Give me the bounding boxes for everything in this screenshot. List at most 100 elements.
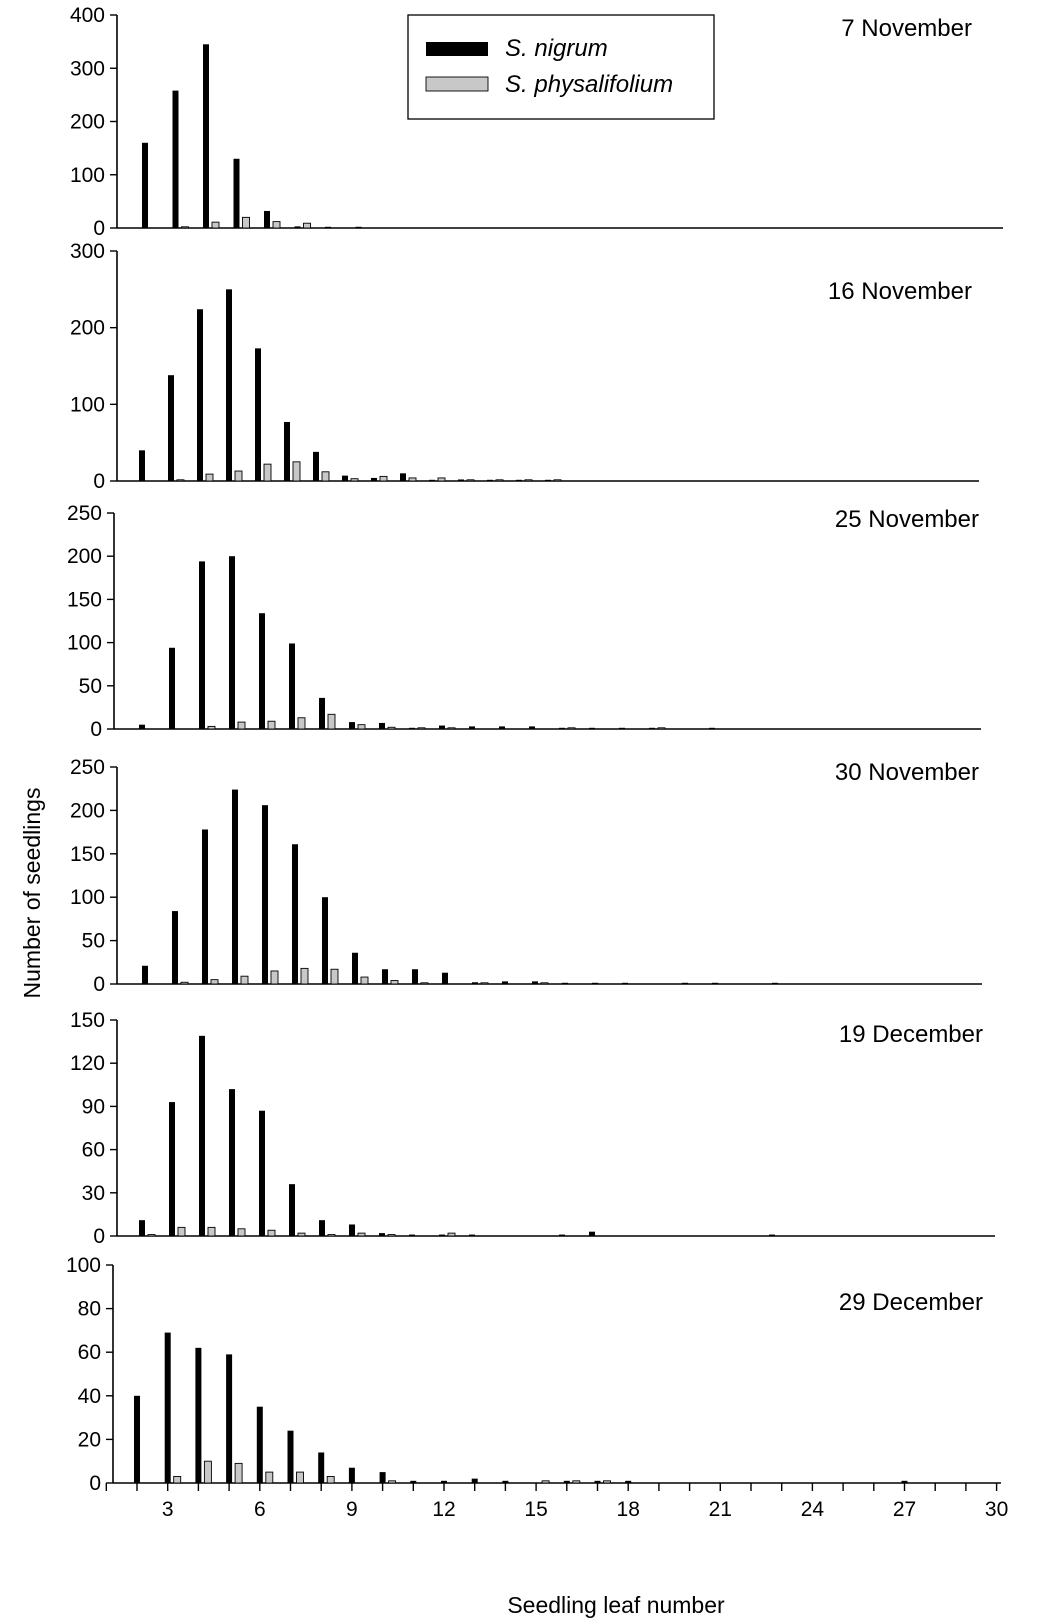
bar-s-physalifolium [327, 713, 336, 730]
bar-s-nigrum [139, 724, 145, 729]
y-tick-label: 300 [70, 57, 105, 80]
x-axis-title: Seedling leaf number [507, 1592, 725, 1618]
bar-s-physalifolium [541, 1480, 550, 1484]
bar-s-nigrum [516, 479, 522, 481]
panel-2: 0 100 200 300 16 November [70, 240, 979, 493]
bar-s-physalifolium [176, 479, 185, 482]
bar-s-nigrum [371, 477, 377, 481]
bar-s-nigrum [592, 982, 598, 984]
y-tick-label: 40 [78, 1385, 101, 1408]
bar-s-nigrum [487, 479, 493, 481]
bar-s-nigrum [532, 981, 538, 984]
bar-s-physalifolium [242, 216, 250, 229]
bar-s-physalifolium [495, 479, 504, 482]
legend-box [407, 14, 715, 120]
bar-s-physalifolium [147, 1234, 156, 1237]
x-tick-label: 6 [254, 1498, 266, 1521]
panel-date-label: 19 December [839, 1021, 983, 1048]
bar-s-nigrum [349, 722, 355, 729]
bar-s-physalifolium [240, 975, 249, 985]
bar-s-physalifolium [234, 470, 243, 482]
bar-s-physalifolium [447, 727, 456, 730]
bar-s-nigrum [502, 981, 508, 984]
bar-s-physalifolium [297, 1232, 306, 1237]
panel-5: 0 30 60 90 120 150 19 December [70, 1009, 995, 1248]
bar-s-nigrum [379, 1233, 385, 1236]
y-tick-label: 100 [66, 1254, 101, 1277]
y-tick-label: 0 [93, 217, 105, 240]
y-tick-label: 60 [78, 1341, 101, 1364]
bar-s-nigrum [325, 226, 331, 228]
bar-s-nigrum [264, 210, 270, 228]
bar-s-physalifolium [390, 980, 399, 985]
bar-s-nigrum [471, 1478, 478, 1483]
bar-s-nigrum [589, 727, 595, 729]
bar-s-nigrum [352, 952, 358, 984]
bar-s-nigrum [682, 982, 688, 984]
bar-s-nigrum [400, 473, 406, 481]
bar-s-nigrum [255, 348, 261, 481]
bar-s-physalifolium [387, 726, 396, 730]
bar-s-physalifolium [420, 982, 429, 985]
panel-date-label: 25 November [835, 506, 979, 533]
bar-s-nigrum [226, 1354, 233, 1483]
bar-s-nigrum [472, 982, 478, 984]
bar-s-physalifolium [330, 968, 339, 985]
bar-s-nigrum [409, 1234, 415, 1236]
bar-s-nigrum [619, 727, 625, 729]
bar-s-nigrum [289, 1184, 295, 1236]
y-tick-label: 0 [90, 718, 102, 741]
bar-s-nigrum [594, 1480, 601, 1483]
bar-s-nigrum [319, 697, 325, 729]
bar-s-physalifolium [203, 1460, 212, 1484]
bar-s-physalifolium [408, 477, 417, 482]
bar-s-nigrum [134, 1395, 140, 1483]
bar-s-physalifolium [480, 982, 489, 985]
bar-s-physalifolium [387, 1234, 396, 1237]
y-tick-label: 100 [70, 886, 105, 909]
bar-s-nigrum [709, 727, 715, 729]
bar-s-nigrum [442, 972, 448, 984]
bar-s-physalifolium [234, 1462, 243, 1484]
bar-s-nigrum [287, 1430, 294, 1483]
bar-s-physalifolium [263, 463, 272, 482]
bar-s-nigrum [649, 727, 655, 729]
bar-s-physalifolium [540, 982, 549, 985]
y-tick-label: 250 [67, 502, 102, 525]
y-tick-label: 150 [67, 588, 102, 611]
bar-s-nigrum [199, 561, 205, 729]
bar-s-physalifolium [379, 475, 388, 482]
bar-s-nigrum [412, 969, 418, 984]
bar-s-physalifolium [205, 473, 214, 482]
panel-date-label: 30 November [835, 759, 979, 786]
bar-s-nigrum [232, 789, 238, 984]
bar-s-nigrum [259, 1110, 265, 1236]
bar-s-nigrum [203, 44, 209, 228]
bar-s-physalifolium [321, 471, 330, 482]
bar-s-nigrum [562, 982, 568, 984]
y-tick-label: 90 [82, 1095, 105, 1118]
y-tick-label: 200 [70, 799, 105, 822]
y-tick-label: 80 [78, 1298, 101, 1321]
bar-s-nigrum [319, 1220, 325, 1236]
bar-s-physalifolium [466, 479, 475, 482]
bar-s-nigrum [164, 1332, 171, 1483]
legend-label-s-nigrum: S. nigrum [505, 35, 608, 62]
bar-s-nigrum [439, 725, 445, 729]
bar-s-physalifolium [388, 1480, 397, 1484]
bar-s-physalifolium [603, 1480, 611, 1484]
bar-s-nigrum [469, 726, 475, 729]
bar-s-nigrum [259, 613, 265, 729]
bar-s-physalifolium [207, 725, 216, 730]
bar-s-physalifolium [292, 461, 301, 482]
bar-s-nigrum [292, 844, 298, 984]
bar-s-nigrum [172, 911, 178, 984]
bar-s-nigrum [458, 479, 464, 481]
bar-s-physalifolium [360, 976, 369, 985]
bar-s-nigrum [622, 982, 628, 984]
bar-s-physalifolium [357, 1232, 366, 1237]
bar-s-nigrum [229, 556, 235, 729]
bar-s-nigrum [589, 1231, 595, 1236]
bar-s-nigrum [349, 1224, 355, 1236]
